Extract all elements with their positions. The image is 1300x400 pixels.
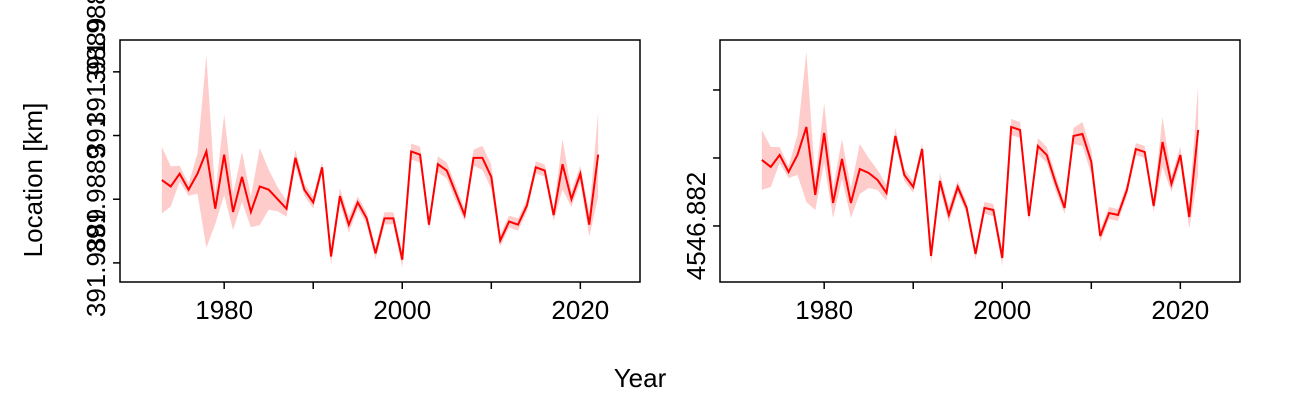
x-tick-label: 2020 xyxy=(1151,295,1209,325)
uncertainty-band xyxy=(161,55,599,268)
x-tick-label: 1980 xyxy=(195,295,253,325)
y-tick-label: 391.9889 xyxy=(81,145,111,253)
data-line xyxy=(161,147,600,260)
y-tick-label: 391.9889 xyxy=(81,18,111,126)
x-tick-label: 2000 xyxy=(973,295,1031,325)
y-axis-label: Location [km] xyxy=(18,103,48,258)
y-tick-label: 391 xyxy=(81,114,111,157)
uncertainty-band xyxy=(761,51,1199,267)
y-tick-label: 4546.882 xyxy=(681,172,711,280)
data-line xyxy=(761,125,1200,259)
x-tick-label: 1980 xyxy=(795,295,853,325)
y-offset-label: 391.9889 xyxy=(81,0,111,84)
x-tick-label: 2020 xyxy=(551,295,609,325)
plot-frame xyxy=(119,39,641,283)
x-tick-label: 2000 xyxy=(373,295,431,325)
x-axis-label: Year xyxy=(614,363,667,393)
y-tick-label: 391.9889 xyxy=(81,209,111,317)
plot-frame xyxy=(719,39,1241,283)
